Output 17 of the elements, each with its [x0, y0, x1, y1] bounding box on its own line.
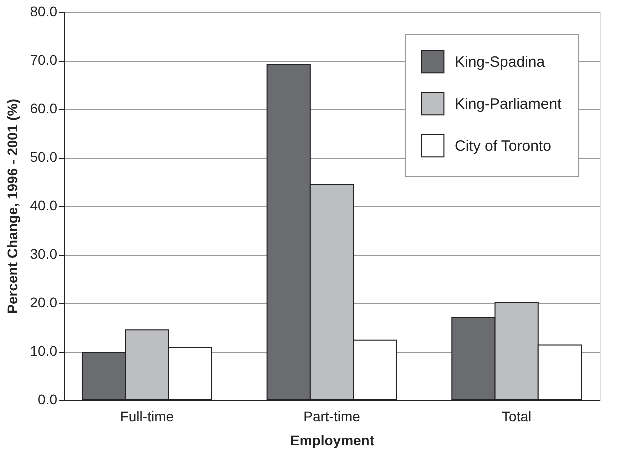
y-axis-title: Percent Change, 1996 - 2001 (%): [4, 99, 20, 314]
y-tick-label: 60.0: [30, 100, 58, 116]
legend-label: King-Spadina: [455, 54, 546, 71]
y-tick-label: 70.0: [30, 52, 58, 68]
x-tick-label: Part-time: [304, 408, 361, 424]
y-tick-label: 50.0: [30, 149, 58, 165]
y-tick-label: 10.0: [30, 343, 58, 359]
y-tick-label: 40.0: [30, 198, 58, 214]
x-tick-label: Full-time: [120, 408, 174, 424]
legend-label: City of Toronto: [455, 138, 552, 155]
x-tick-label: Total: [502, 408, 532, 424]
legend-label: King-Parliament: [455, 96, 563, 113]
y-tick-label: 80.0: [30, 4, 58, 20]
x-axis-title: Employment: [290, 432, 375, 448]
y-tick-label: 30.0: [30, 246, 58, 262]
y-tick-label: 0.0: [38, 392, 58, 408]
y-tick-label: 20.0: [30, 294, 58, 310]
